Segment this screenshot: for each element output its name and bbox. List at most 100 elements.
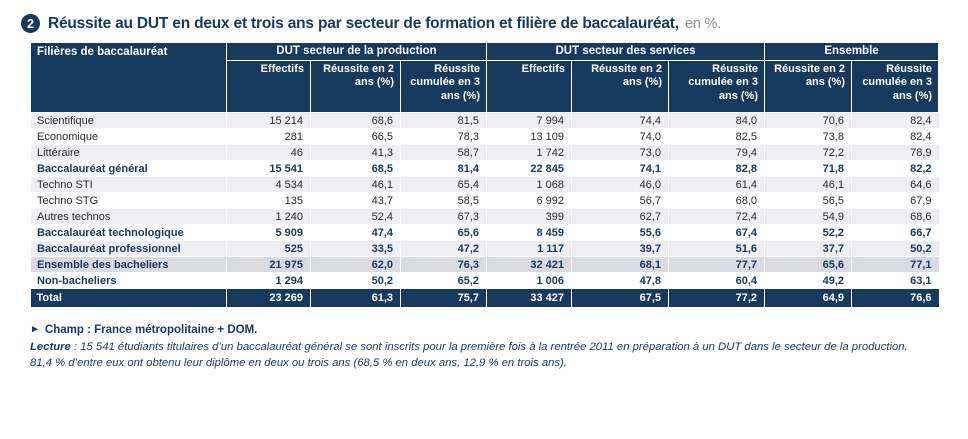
cell-value: 39,7 [571,240,669,257]
cell-value: 1 294 [226,272,311,289]
table-row: Baccalauréat technologique 5 909 47,4 65,6 8… [30,224,939,241]
cell-value: 82,8 [668,160,765,177]
cell-value: 68,6 [850,208,939,225]
cell-value: 74,4 [571,112,669,129]
cell-value: 66,7 [850,224,939,241]
table-row: Baccalauréat professionnel 525 33,5 47,2 1 1… [30,240,939,257]
row-label: Ensemble des bacheliers [30,256,227,273]
corner-header: Filières de baccalauréat [30,42,227,113]
cell-value: 68,1 [571,256,669,273]
cell-value: 76,3 [400,256,487,273]
column-header-reussite3-services: Réussite cumulée en 3 ans (%) [668,60,765,113]
cell-value: 281 [226,128,311,145]
results-table: Filières de baccalauréat DUT secteur de … [30,42,940,307]
cell-value: 52,2 [764,224,852,241]
cell-value: 66,5 [310,128,401,145]
column-header-reussite2-ensemble: Réussite en 2 ans (%) [764,60,852,113]
cell-value: 37,7 [764,240,852,257]
cell-value: 13 109 [486,128,572,145]
champ-note: ► Champ : France métropolitaine + DOM. [30,324,968,336]
cell-value: 74,0 [571,128,669,145]
column-header-reussite3-ensemble: Réussite cumulée en 3 ans (%) [850,60,940,113]
cell-value: 46,0 [571,176,669,193]
cell-value: 51,6 [668,240,765,257]
title-row: 2 Réussite au DUT en deux et trois ans p… [0,0,968,33]
table-row: Total 23 269 61,3 75,7 33 427 67,5 77,2 64,9 76,… [30,288,939,307]
figure-number-badge: 2 [21,14,40,33]
cell-value: 64,6 [850,176,939,193]
cell-value: 67,3 [400,208,487,225]
column-header-reussite2-production: Réussite en 2 ans (%) [310,60,401,113]
row-label: Baccalauréat professionnel [30,240,227,257]
table-row: Economique 281 66,5 78,3 13 109 74,0 82,5 73,8 8… [30,128,939,145]
cell-value: 82,2 [850,160,939,177]
triangle-marker-icon: ► [30,323,40,335]
group-header-ensemble: Ensemble [763,42,940,61]
cell-value: 7 994 [486,112,572,129]
cell-value: 33,5 [310,240,401,257]
cell-value: 82,5 [668,128,765,145]
table-row: Autres technos 1 240 52,4 67,3 399 62,7 72,4 54… [30,208,939,225]
cell-value: 58,5 [400,192,487,209]
row-label: Scientifique [30,112,227,129]
table-row: Ensemble des bacheliers 21 975 62,0 76,3 32 … [30,256,939,273]
table-row: Techno STI 4 534 46,1 65,4 1 068 46,0 61,4 46,1… [30,176,939,193]
cell-value: 78,3 [400,128,487,145]
cell-value: 49,2 [764,272,852,289]
cell-value: 67,4 [668,224,765,241]
cell-value: 43,7 [310,192,401,209]
cell-value: 46 [226,144,311,161]
table-row: Littéraire 46 41,3 58,7 1 742 73,0 79,4 72,2 78,… [30,144,939,161]
cell-value: 65,6 [764,256,852,273]
row-label: Techno STG [30,192,227,209]
cell-value: 62,7 [571,208,669,225]
cell-value: 65,2 [400,272,487,289]
cell-value: 1 068 [486,176,572,193]
cell-value: 60,4 [668,272,765,289]
cell-value: 33 427 [486,288,572,307]
column-header-reussite3-production: Réussite cumulée en 3 ans (%) [400,60,487,113]
row-label: Baccalauréat général [30,160,227,177]
cell-value: 58,7 [400,144,487,161]
cell-value: 1 240 [226,208,311,225]
cell-value: 50,2 [850,240,939,257]
cell-value: 77,7 [668,256,765,273]
cell-value: 64,9 [764,288,852,307]
row-label: Autres technos [30,208,227,225]
cell-value: 54,9 [764,208,852,225]
cell-value: 73,0 [571,144,669,161]
row-label: Littéraire [30,144,227,161]
champ-text: Champ : France métropolitaine + DOM. [44,323,258,336]
cell-value: 22 845 [486,160,572,177]
title-main: Réussite au DUT en deux et trois ans par… [48,14,679,32]
cell-value: 82,4 [850,112,939,129]
lecture-label: Lecture [30,340,71,353]
lecture-line1: Lecture : 15 541 étudiants titulaires d’… [30,339,968,355]
cell-value: 47,4 [310,224,401,241]
cell-value: 525 [226,240,311,257]
table-row: Techno STG 135 43,7 58,5 6 992 56,7 68,0 56,5 67… [30,192,939,209]
cell-value: 8 459 [486,224,572,241]
cell-value: 1 117 [486,240,572,257]
column-header-effectifs-production: Effectifs [226,60,311,113]
cell-value: 135 [226,192,311,209]
cell-value: 76,6 [850,288,939,307]
cell-value: 68,5 [310,160,401,177]
cell-value: 46,1 [310,176,401,193]
row-label: Techno STI [30,176,227,193]
cell-value: 47,8 [571,272,669,289]
cell-value: 47,2 [400,240,487,257]
column-header-reussite2-services: Réussite en 2 ans (%) [571,60,669,113]
cell-value: 62,0 [310,256,401,273]
table-row: Scientifique 15 214 68,6 81,5 7 994 74,4 84,0 7… [30,112,939,129]
cell-value: 1 006 [486,272,572,289]
cell-value: 56,7 [571,192,669,209]
lecture-text1: : 15 541 étudiants titulaires d’un bacca… [70,340,908,353]
title-unit-suffix: en %. [684,15,722,32]
page-title: Réussite au DUT en deux et trois ans par… [48,15,721,33]
cell-value: 67,5 [571,288,669,307]
column-header-effectifs-services: Effectifs [486,60,572,113]
cell-value: 81,4 [400,160,487,177]
cell-value: 46,1 [764,176,852,193]
lecture-note: Lecture : 15 541 étudiants titulaires d’… [30,339,968,372]
